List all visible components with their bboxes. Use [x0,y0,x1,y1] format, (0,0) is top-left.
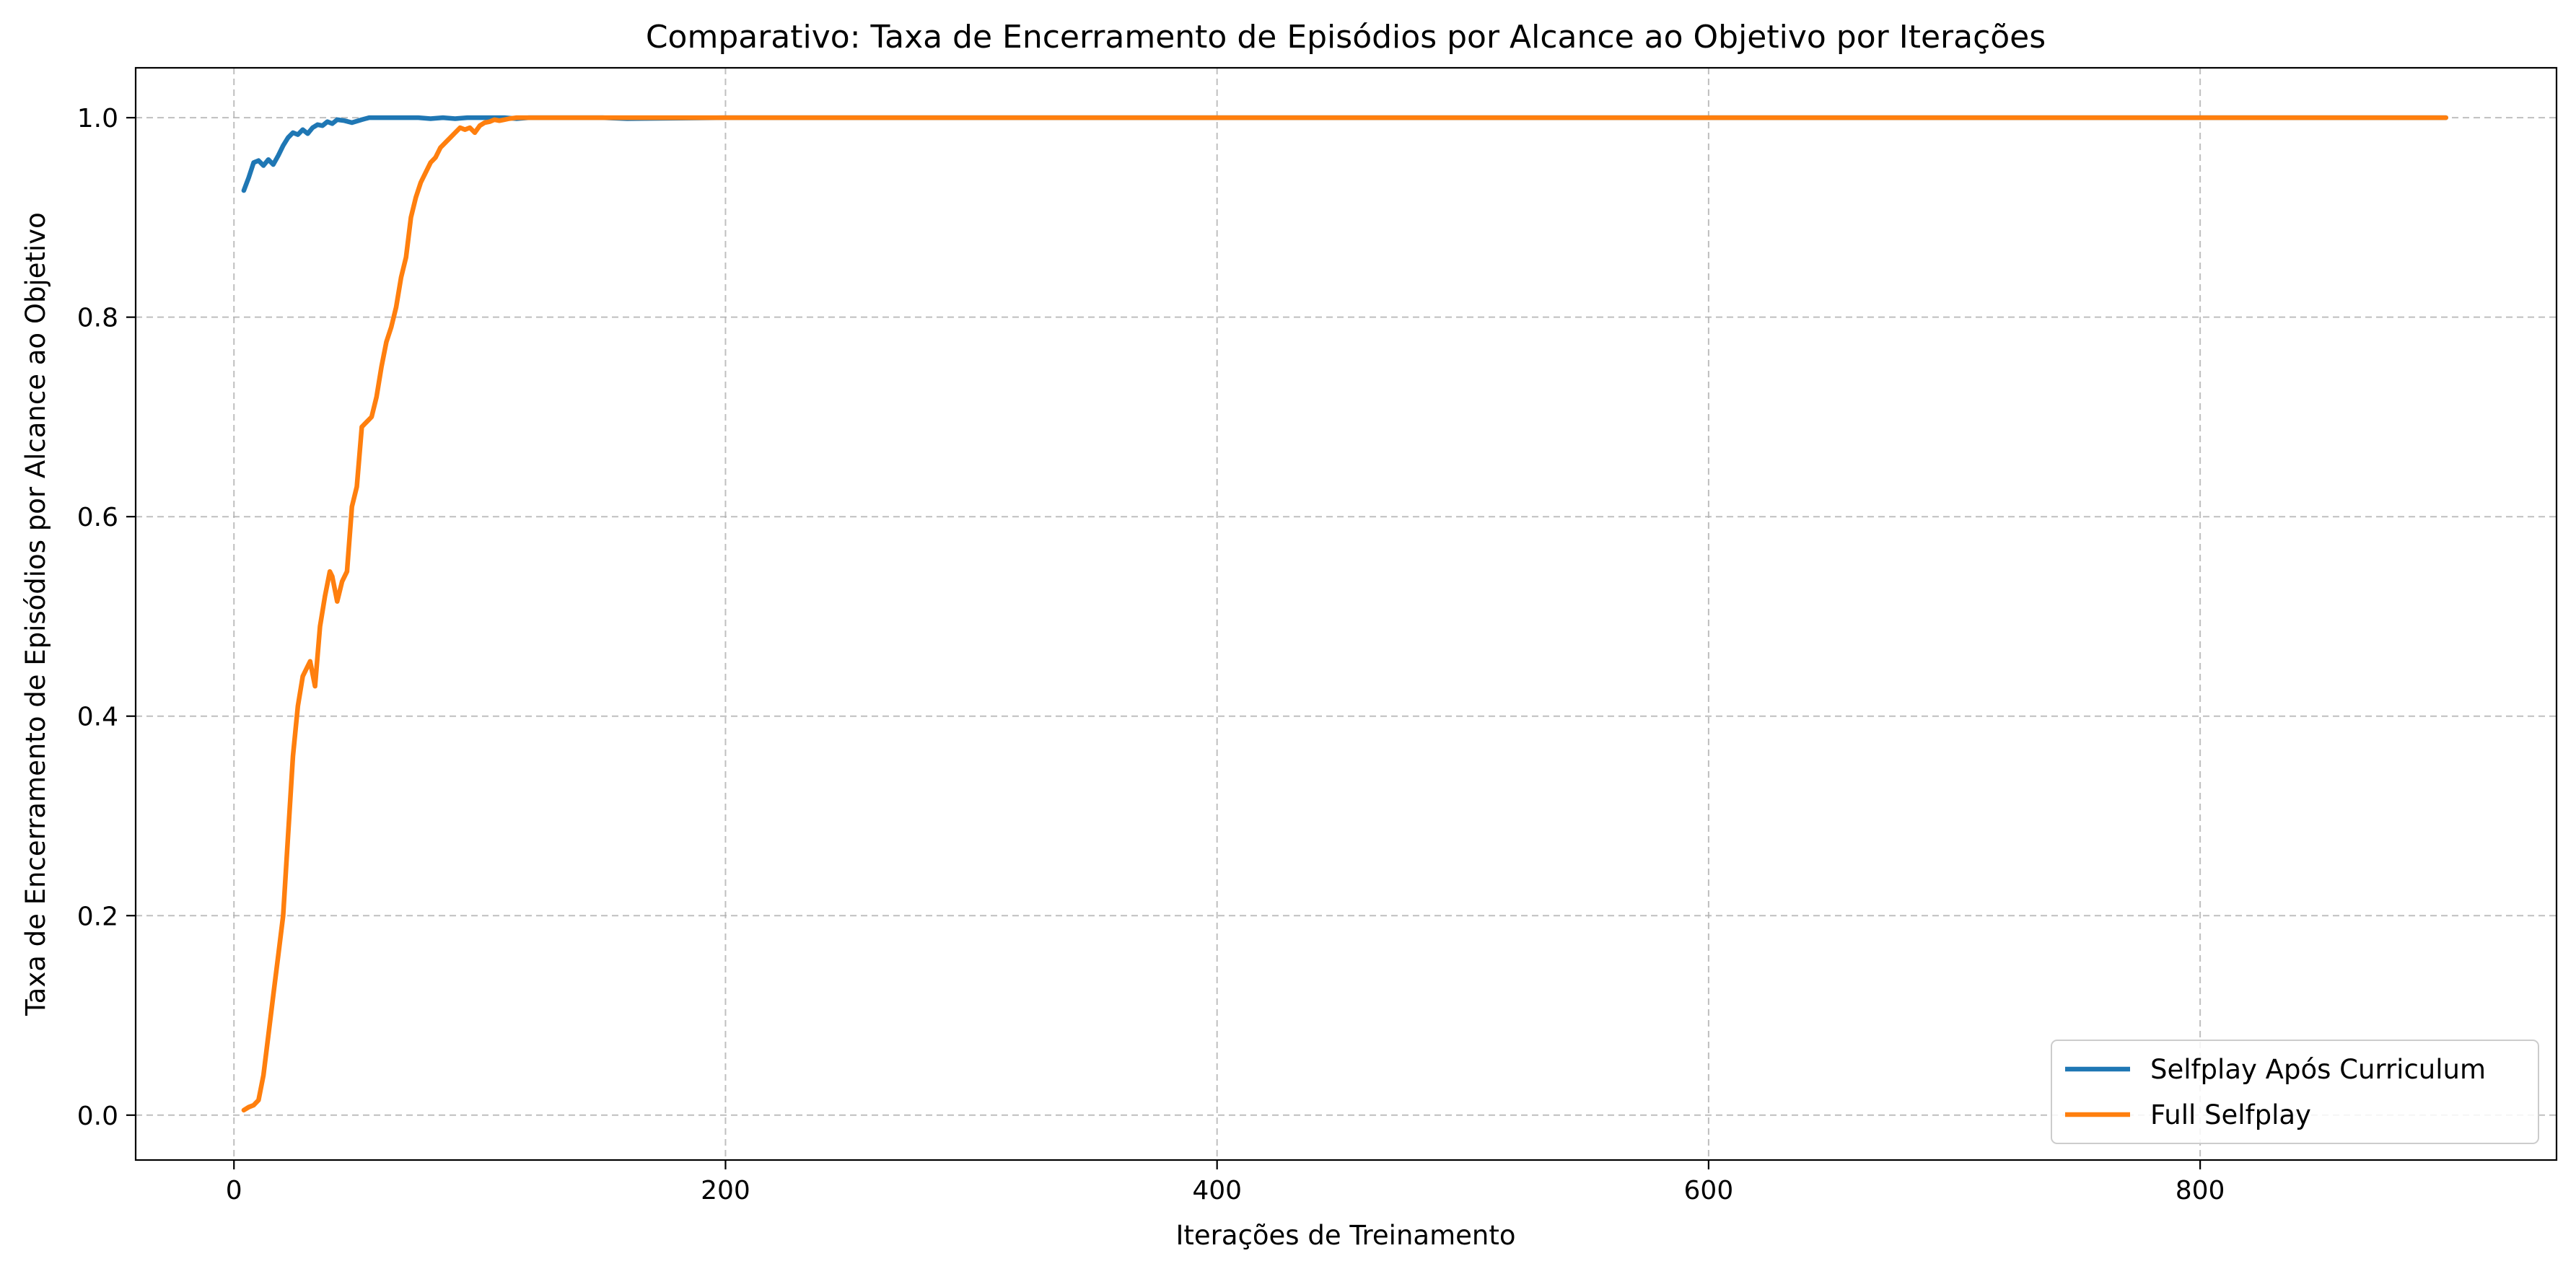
series-line-selfplay-apos-curriculum [241,115,2448,193]
chart-title: Comparativo: Taxa de Encerramento de Epi… [646,19,2046,56]
legend-label-selfplay-apos-curriculum: Selfplay Após Curriculum [2150,1054,2486,1085]
y-axis-label: Taxa de Encerramento de Episódios por Al… [20,212,51,1016]
x-tick-label: 800 [2176,1176,2225,1205]
plot-frame [134,66,2558,1161]
legend: Selfplay Após Curriculum Full Selfplay [2051,1040,2539,1144]
legend-box [2051,1040,2539,1144]
x-tick-label: 600 [1684,1176,1734,1205]
x-tick-label: 0 [226,1176,242,1205]
y-tick-label: 0.6 [77,503,118,532]
x-tick-label: 200 [701,1176,750,1205]
y-tick-label: 0.8 [77,304,118,333]
grid-lines [136,68,2557,1160]
y-axis: 0.0 0.2 0.4 0.6 0.8 1.0 [77,104,136,1131]
x-tick-label: 400 [1192,1176,1242,1205]
series-line-full-selfplay [241,115,2448,1113]
y-tick-label: 0.2 [77,902,118,931]
series-lines [241,115,2448,1113]
x-axis-label: Iterações de Treinamento [1176,1220,1516,1251]
y-tick-label: 1.0 [77,104,118,133]
legend-label-full-selfplay: Full Selfplay [2150,1099,2311,1130]
y-tick-label: 0.4 [77,703,118,732]
x-axis: 0 200 400 600 800 [226,1160,2225,1205]
y-tick-label: 0.0 [77,1102,118,1131]
